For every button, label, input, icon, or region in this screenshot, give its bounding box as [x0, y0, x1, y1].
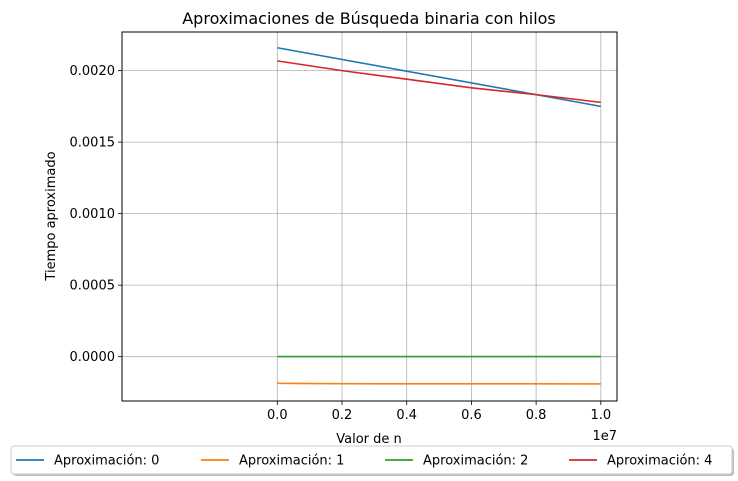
legend-box	[10, 445, 733, 475]
x-tick-label: 0.6	[461, 408, 482, 423]
y-tick-label: 0.0010	[70, 207, 116, 222]
series-line	[277, 381, 601, 385]
x-tick-label: 0.4	[396, 408, 417, 423]
series-line	[277, 46, 601, 108]
x-tick-label: 0.0	[267, 408, 288, 423]
legend-item-label: Aproximación: 1	[239, 454, 344, 469]
chart-title: Aproximaciones de Búsqueda binaria con h…	[182, 9, 556, 28]
y-axis: 0.0000 0.0005 0.0010 0.0015 0.0020	[70, 64, 122, 365]
plot-frame	[121, 31, 618, 402]
x-tick-label: 0.2	[332, 408, 353, 423]
y-tick-label: 0.0000	[70, 350, 116, 365]
x-tick-label: 1.0	[590, 408, 611, 423]
legend-item-label: Aproximación: 0	[54, 454, 159, 469]
y-tick-label: 0.0005	[70, 279, 116, 294]
x-axis-label: Valor de n	[336, 432, 402, 447]
legend: Aproximación: 0 Aproximación: 1 Aproximaci…	[10, 445, 734, 476]
y-tick-label: 0.0020	[70, 64, 116, 79]
y-tick-label: 0.0015	[70, 136, 116, 151]
y-axis-label: Tiempo aproximado	[44, 151, 59, 281]
legend-item-label: Aproximación: 2	[423, 454, 528, 469]
grid	[122, 32, 617, 401]
x-axis-offset-label: 1e7	[592, 429, 617, 444]
series-line	[277, 60, 601, 104]
x-tick-label: 0.8	[526, 408, 547, 423]
legend-item-label: Aproximación: 4	[607, 454, 712, 469]
x-axis: 0.0 0.2 0.4 0.6 0.8 1.0	[267, 401, 611, 423]
series-lines	[277, 46, 601, 385]
